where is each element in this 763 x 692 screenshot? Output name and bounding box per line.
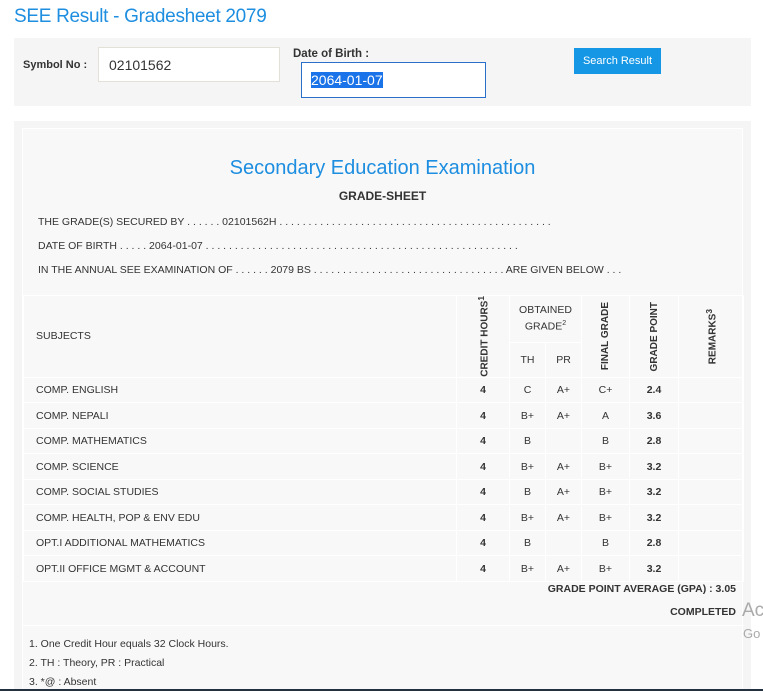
cell-subject: COMP. NEPALI bbox=[23, 402, 457, 429]
cell-final-grade: A bbox=[581, 402, 630, 429]
cell-remarks bbox=[678, 529, 744, 557]
cell-credit: 4 bbox=[456, 555, 510, 582]
cell-pr bbox=[545, 427, 582, 455]
cell-final-grade: B+ bbox=[581, 453, 630, 480]
header-pr: PR bbox=[545, 341, 582, 378]
cell-subject: COMP. MATHEMATICS bbox=[23, 427, 457, 455]
cell-pr: A+ bbox=[545, 555, 582, 582]
cell-remarks bbox=[678, 402, 744, 429]
cell-pr: A+ bbox=[545, 453, 582, 480]
cell-final-grade: B+ bbox=[581, 478, 630, 506]
cell-remarks bbox=[678, 376, 744, 404]
cell-credit: 4 bbox=[456, 453, 510, 480]
header-remarks: REMARKS3 bbox=[678, 295, 744, 378]
symbol-label: Symbol No : bbox=[23, 59, 88, 71]
cell-subject: COMP. SCIENCE bbox=[23, 453, 457, 480]
cell-th: B+ bbox=[509, 402, 546, 429]
cell-pr bbox=[545, 529, 582, 557]
header-th: TH bbox=[509, 341, 546, 378]
footnotes: 1. One Credit Hour equals 32 Clock Hours… bbox=[23, 625, 744, 692]
cell-pr: A+ bbox=[545, 402, 582, 429]
cell-subject: OPT.II OFFICE MGMT & ACCOUNT bbox=[23, 555, 457, 582]
cell-subject: COMP. HEALTH, POP & ENV EDU bbox=[23, 504, 457, 531]
cell-subject: OPT.I ADDITIONAL MATHEMATICS bbox=[23, 529, 457, 557]
symbol-input[interactable]: 02101562 bbox=[98, 47, 280, 82]
table-row: OPT.II OFFICE MGMT & ACCOUNT 4 B+ A+ B+ 3.2 bbox=[23, 555, 744, 582]
page-title: SEE Result - Gradesheet 2079 bbox=[14, 6, 267, 27]
secured-by-line: THE GRADE(S) SECURED BY . . . . . . 0210… bbox=[38, 216, 551, 228]
cell-remarks bbox=[678, 478, 744, 506]
cell-grade-point: 3.2 bbox=[629, 504, 679, 531]
cell-final-grade: B+ bbox=[581, 555, 630, 582]
cell-credit: 4 bbox=[456, 402, 510, 429]
cell-th: B+ bbox=[509, 453, 546, 480]
cell-grade-point: 3.2 bbox=[629, 453, 679, 480]
cell-final-grade: B bbox=[581, 427, 630, 455]
cell-subject: COMP. ENGLISH bbox=[23, 376, 457, 404]
cell-credit: 4 bbox=[456, 478, 510, 506]
watermark-line1: Ac bbox=[742, 600, 763, 621]
table-row: COMP. NEPALI 4 B+ A+ A 3.6 bbox=[23, 402, 744, 429]
cell-th: B+ bbox=[509, 555, 546, 582]
cell-th: B bbox=[509, 427, 546, 455]
search-result-button[interactable]: Search Result bbox=[574, 48, 661, 74]
gpa-text: GRADE POINT AVERAGE (GPA) : 3.05 bbox=[547, 583, 736, 595]
footnote: 1. One Credit Hour equals 32 Clock Hours… bbox=[29, 638, 229, 650]
exam-heading: Secondary Education Examination bbox=[229, 157, 536, 179]
footnote: 2. TH : Theory, PR : Practical bbox=[29, 657, 165, 669]
header-final: FINAL GRADE bbox=[581, 295, 630, 378]
table-row: COMP. MATHEMATICS 4 B B 2.8 bbox=[23, 427, 744, 455]
table-row: OPT.I ADDITIONAL MATHEMATICS 4 B B 2.8 bbox=[23, 529, 744, 557]
gradesheet-heading: GRADE-SHEET bbox=[338, 189, 427, 203]
gradesheet-panel: Secondary Education Examination GRADE-SH… bbox=[14, 121, 751, 691]
cell-credit: 4 bbox=[456, 376, 510, 404]
cell-pr: A+ bbox=[545, 478, 582, 506]
cell-grade-point: 3.2 bbox=[629, 478, 679, 506]
status-text: COMPLETED bbox=[670, 606, 736, 618]
cell-subject: COMP. SOCIAL STUDIES bbox=[23, 478, 457, 506]
cell-grade-point: 3.2 bbox=[629, 555, 679, 582]
cell-th: B bbox=[509, 529, 546, 557]
cell-credit: 4 bbox=[456, 427, 510, 455]
cell-pr: A+ bbox=[545, 376, 582, 404]
footnote: 3. *@ : Absent bbox=[29, 676, 97, 688]
cell-final-grade: B+ bbox=[581, 504, 630, 531]
table-row: COMP. HEALTH, POP & ENV EDU 4 B+ A+ B+ 3.2 bbox=[23, 504, 744, 531]
dob-line: DATE OF BIRTH . . . . . 2064-01-07 . . .… bbox=[38, 240, 518, 252]
cell-final-grade: B bbox=[581, 529, 630, 557]
cell-final-grade: C+ bbox=[581, 376, 630, 404]
header-point: GRADE POINT bbox=[629, 295, 679, 378]
watermark-line2: Go bbox=[743, 626, 761, 641]
cell-remarks bbox=[678, 504, 744, 531]
cell-pr: A+ bbox=[545, 504, 582, 531]
cell-remarks bbox=[678, 555, 744, 582]
cell-credit: 4 bbox=[456, 529, 510, 557]
table-row: COMP. SCIENCE 4 B+ A+ B+ 3.2 bbox=[23, 453, 744, 480]
header-obtained: OBTAINED GRADE2 bbox=[509, 295, 582, 343]
cell-remarks bbox=[678, 453, 744, 480]
grades-table: SUBJECTS CREDIT HOURS1 OBTAINED GRADE2 F… bbox=[23, 295, 744, 582]
header-credit: CREDIT HOURS1 bbox=[456, 295, 510, 378]
cell-th: B+ bbox=[509, 504, 546, 531]
cell-credit: 4 bbox=[456, 504, 510, 531]
cell-grade-point: 2.8 bbox=[629, 427, 679, 455]
taskbar-edge bbox=[0, 689, 763, 691]
cell-th: B bbox=[509, 478, 546, 506]
dob-value: 2064-01-07 bbox=[311, 72, 383, 88]
cell-remarks bbox=[678, 427, 744, 455]
exam-line: IN THE ANNUAL SEE EXAMINATION OF . . . .… bbox=[38, 264, 622, 276]
dob-input[interactable]: 2064-01-07 bbox=[301, 62, 486, 98]
header-subjects: SUBJECTS bbox=[23, 295, 457, 378]
cell-th: C bbox=[509, 376, 546, 404]
cell-grade-point: 2.4 bbox=[629, 376, 679, 404]
cell-grade-point: 2.8 bbox=[629, 529, 679, 557]
table-row: COMP. ENGLISH 4 C A+ C+ 2.4 bbox=[23, 376, 744, 404]
search-panel: Symbol No : 02101562 Date of Birth : 206… bbox=[14, 38, 751, 106]
dob-label: Date of Birth : bbox=[293, 48, 370, 60]
cell-grade-point: 3.6 bbox=[629, 402, 679, 429]
table-row: COMP. SOCIAL STUDIES 4 B A+ B+ 3.2 bbox=[23, 478, 744, 506]
